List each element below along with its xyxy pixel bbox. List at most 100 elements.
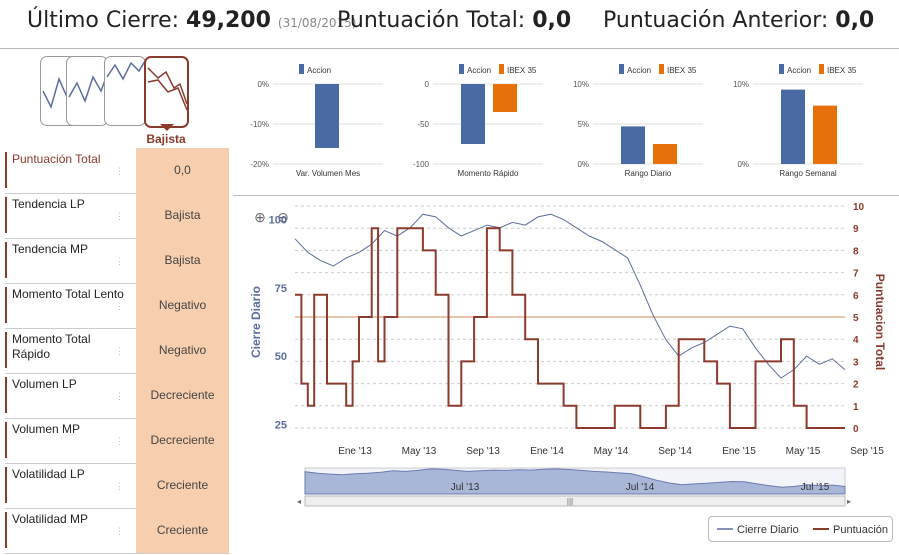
row-label: Tendencia MP — [5, 242, 124, 278]
bar — [621, 126, 645, 164]
trend-icon-bullish[interactable] — [104, 56, 146, 126]
legend-swatch — [819, 64, 824, 74]
legend-label: Accion — [307, 66, 331, 75]
bar-charts: Accion 0% -10% -20% Var. Volumen Mes Accion IB… — [250, 64, 863, 178]
scrollbar-grip-icon: ||| — [567, 497, 573, 506]
info-icon: ⋮ — [115, 211, 124, 221]
info-icon: ⋮ — [115, 346, 124, 356]
chart-title: Var. Volumen Mes — [296, 169, 360, 178]
right-tick-label: 1 — [853, 402, 859, 413]
info-icon: ⋮ — [115, 526, 124, 536]
row-value: Bajista — [136, 238, 229, 283]
trend-icon-range-2[interactable] — [66, 56, 108, 126]
row-value: Decreciente — [136, 373, 229, 418]
trend-icon-bearish[interactable] — [144, 56, 189, 128]
info-icon: ⋮ — [115, 481, 124, 491]
zoom-in-icon[interactable]: ⊕ — [254, 209, 266, 225]
tick-label: 10% — [733, 80, 749, 89]
right-tick-label: 6 — [853, 291, 859, 302]
row-value: Creciente — [136, 508, 229, 553]
row-value: 0,0 — [136, 148, 229, 193]
navigator-tick-label: Jul '14 — [626, 482, 655, 493]
scroll-right-icon: ▸ — [847, 497, 851, 506]
tick-label: -100 — [413, 160, 430, 169]
legend-swatch — [779, 64, 784, 74]
row-label: Volumen LP — [5, 377, 124, 413]
summary-header: Último Cierre: 49,200 (31/08/2015) Puntu… — [0, 0, 899, 49]
legend-swatch — [619, 64, 624, 74]
right-tick-label: 8 — [853, 246, 859, 257]
row-value: Negativo — [136, 283, 229, 328]
row-label: Momento Total Rápido — [5, 332, 124, 368]
navigator-tick-label: Jul '13 — [451, 482, 480, 493]
x-tick-label: Ene '15 — [722, 446, 756, 457]
row-label: Volatilidad MP — [5, 512, 124, 548]
navigator-area — [304, 468, 846, 495]
left-tick-label: 50 — [275, 351, 287, 363]
x-tick-label: Ene '14 — [530, 446, 564, 457]
tick-label: 0 — [425, 80, 430, 89]
last-close: Último Cierre: 49,200 (31/08/2015) — [27, 8, 357, 33]
bar — [493, 84, 517, 112]
x-tick-label: May '15 — [786, 446, 821, 457]
divider — [233, 195, 899, 196]
table-row[interactable]: Momento Total Rápido ⋮ Negativo — [5, 328, 229, 374]
legend-swatch — [299, 64, 304, 74]
right-tick-label: 7 — [853, 269, 859, 280]
info-icon: ⋮ — [115, 256, 124, 266]
right-tick-label: 10 — [853, 202, 865, 213]
tick-label: -10% — [250, 120, 269, 129]
right-tick-label: 2 — [853, 380, 859, 391]
table-row[interactable]: Puntuación Total ⋮ 0,0 — [5, 148, 229, 194]
bar — [315, 84, 339, 148]
tick-label: 0% — [737, 160, 749, 169]
legend-label: Accion — [787, 66, 811, 75]
info-icon: ⋮ — [115, 301, 124, 311]
tick-label: 0% — [257, 80, 269, 89]
left-tick-label: 75 — [275, 283, 287, 295]
legend-label: IBEX 35 — [507, 66, 537, 75]
navigator-tick-label: Jul '15 — [801, 482, 830, 493]
previous-score: Puntuación Anterior: 0,0 — [603, 8, 875, 33]
score-series-line — [295, 227, 845, 429]
info-icon: ⋮ — [115, 391, 124, 401]
price-series-line — [294, 213, 846, 379]
table-row[interactable]: Volumen MP ⋮ Decreciente — [5, 418, 229, 464]
x-tick-label: Sep '15 — [850, 446, 884, 457]
table-row[interactable]: Tendencia LP ⋮ Bajista — [5, 193, 229, 239]
chart-legend[interactable]: Cierre Diario Puntuación — [708, 516, 893, 542]
chart-title: Rango Semanal — [779, 169, 837, 178]
row-value: Bajista — [136, 193, 229, 238]
bar — [461, 84, 485, 144]
bar — [813, 105, 837, 164]
row-label: Tendencia LP — [5, 197, 124, 233]
zoom-out-icon[interactable]: ⊖ — [277, 209, 289, 225]
trend-selected-label: Bajista — [146, 132, 186, 146]
bar — [653, 144, 677, 164]
x-tick-label: Sep '14 — [658, 446, 692, 457]
x-tick-label: Ene '13 — [338, 446, 372, 457]
left-tick-label: 25 — [275, 419, 287, 431]
table-row[interactable]: Volatilidad LP ⋮ Creciente — [5, 463, 229, 509]
table-row[interactable]: Momento Total Lento ⋮ Negativo — [5, 283, 229, 329]
table-row[interactable]: Tendencia MP ⋮ Bajista — [5, 238, 229, 284]
total-score: Puntuación Total: 0,0 — [337, 8, 572, 33]
table-row[interactable]: Volumen LP ⋮ Decreciente — [5, 373, 229, 419]
legend-label: IBEX 35 — [827, 66, 857, 75]
trend-selected-arrow-icon — [160, 124, 174, 131]
left-tick-label: 100 — [269, 215, 287, 227]
table-row[interactable]: Volatilidad MP ⋮ Creciente — [5, 508, 229, 554]
chart-title: Momento Rápido — [458, 169, 519, 178]
x-tick-label: Sep '13 — [466, 446, 500, 457]
row-label: Volumen MP — [5, 422, 124, 458]
tick-label: 10% — [573, 80, 589, 89]
right-tick-label: 0 — [853, 424, 859, 435]
scrollbar — [304, 495, 846, 507]
right-tick-label: 3 — [853, 357, 859, 368]
right-tick-label: 5 — [853, 313, 859, 324]
tick-label: 5% — [577, 120, 589, 129]
x-tick-label: May '13 — [402, 446, 437, 457]
legend-swatch — [459, 64, 464, 74]
legend-swatch — [659, 64, 664, 74]
